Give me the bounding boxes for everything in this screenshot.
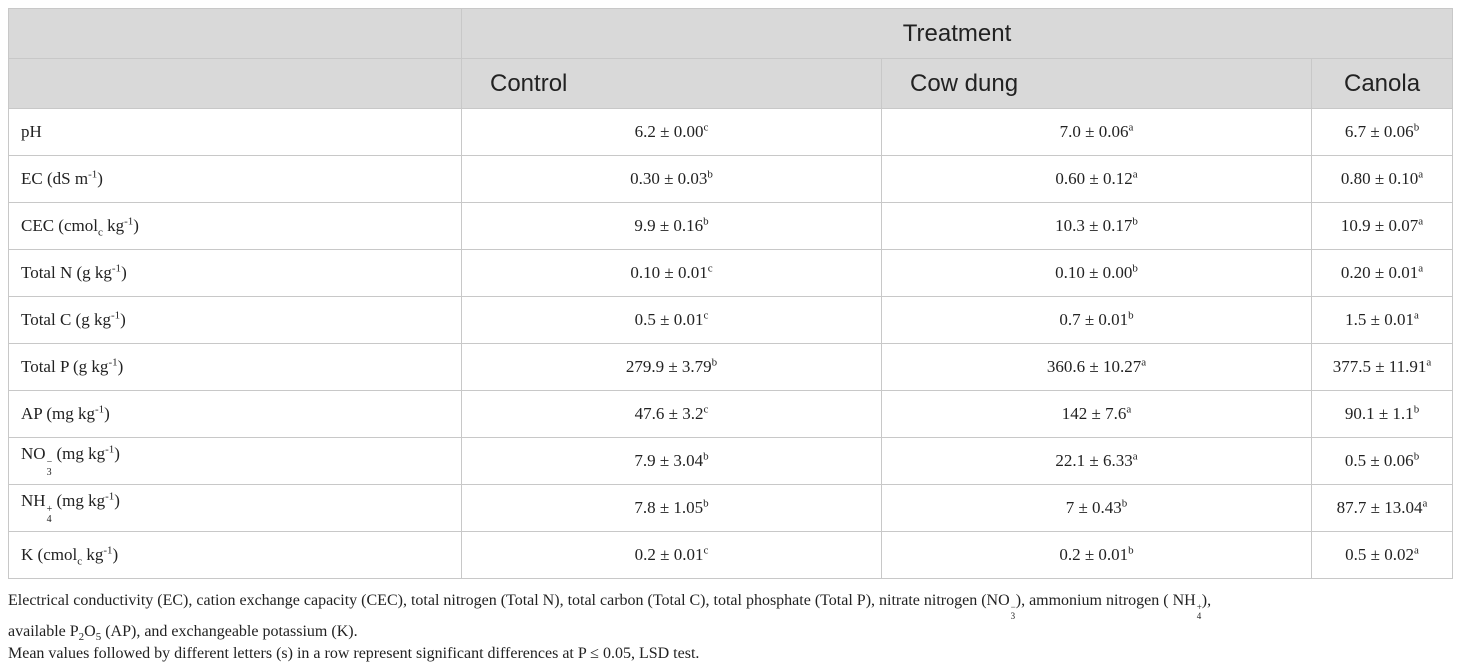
footnote-text-2c: (AP), and exchangeable potassium (K). [101,623,358,640]
cell-control: 47.6 ± 3.2c [461,390,882,438]
cell-cowdung: 360.6 ± 10.27a [881,343,1312,391]
table-row: Total N (g kg-1) 0.10 ± 0.01c 0.10 ± 0.00b… [8,249,1454,297]
table-row: pH 6.2 ± 0.00c 7.0 ± 0.06a 6.7 ± 0.06b [8,108,1454,156]
soil-properties-table: Treatment Control Cow dung Canola pH 6.2 … [8,8,1454,579]
footnote-abbreviations: Electrical conductivity (EC), cation exc… [8,590,1452,621]
footnote-text-2b: O [84,623,96,640]
cell-cowdung: 0.7 ± 0.01b [881,296,1312,344]
cell-control: 7.9 ± 3.04b [461,437,882,485]
row-label: K (cmolc kg-1) [8,531,462,579]
cell-control: 6.2 ± 0.00c [461,108,882,156]
ammonium-ion-notation: +4 [1196,602,1202,621]
cell-cowdung: 0.60 ± 0.12a [881,155,1312,203]
header-canola: Canola [1310,58,1454,109]
row-label: CEC (cmolc kg-1) [8,202,462,250]
cell-control: 0.2 ± 0.01c [461,531,882,579]
results-table-container: Treatment Control Cow dung Canola pH 6.2 … [8,8,1454,579]
cell-canola: 0.5 ± 0.06b [1310,437,1454,485]
cell-control: 0.30 ± 0.03b [461,155,882,203]
header-row-groups: Control Cow dung Canola [8,58,1454,109]
row-label: NH +4 (mg kg-1) [8,484,462,532]
table-body: pH 6.2 ± 0.00c 7.0 ± 0.06a 6.7 ± 0.06b EC (d… [8,108,1454,579]
cell-cowdung: 0.10 ± 0.00b [881,249,1312,297]
footnote-significance: Mean values followed by different letter… [8,645,700,662]
table-row: NO −3 (mg kg-1) 7.9 ± 3.04b 22.1 ± 6.33a 0.5… [8,437,1454,485]
cell-control: 7.8 ± 1.05b [461,484,882,532]
header-treatment: Treatment [460,8,1454,59]
row-label: Total N (g kg-1) [8,249,462,297]
row-label: EC (dS m-1) [8,155,462,203]
header-cowdung: Cow dung [881,58,1312,109]
header-row-treatment: Treatment [8,8,1454,59]
cell-cowdung: 10.3 ± 0.17b [881,202,1312,250]
cell-control: 9.9 ± 0.16b [461,202,882,250]
cell-canola: 6.7 ± 0.06b [1310,108,1454,156]
table-row: Total C (g kg-1) 0.5 ± 0.01c 0.7 ± 0.01b 1.… [8,296,1454,344]
cell-control: 279.9 ± 3.79b [461,343,882,391]
cell-cowdung: 0.2 ± 0.01b [881,531,1312,579]
cell-cowdung: 7.0 ± 0.06a [881,108,1312,156]
cell-cowdung: 142 ± 7.6a [881,390,1312,438]
table-row: NH +4 (mg kg-1) 7.8 ± 1.05b 7 ± 0.43b 87.7 ±… [8,484,1454,532]
nitrate-ion-notation: −3 [1010,602,1016,621]
row-label: NO −3 (mg kg-1) [8,437,462,485]
footnote-text-1b: ), ammonium nitrogen ( NH [1015,592,1196,609]
table-row: CEC (cmolc kg-1) 9.9 ± 0.16b 10.3 ± 0.17b 1… [8,202,1454,250]
footnote-abbreviations-cont: available P2O5 (AP), and exchangeable po… [8,623,358,644]
cell-canola: 10.9 ± 0.07a [1310,202,1454,250]
header-empty-cell [8,8,462,59]
table-row: AP (mg kg-1) 47.6 ± 3.2c 142 ± 7.6a 90.1 ± … [8,390,1454,438]
table-row: K (cmolc kg-1) 0.2 ± 0.01c 0.2 ± 0.01b 0.5 … [8,531,1454,579]
cell-canola: 0.80 ± 0.10a [1310,155,1454,203]
row-label: AP (mg kg-1) [8,390,462,438]
cell-cowdung: 22.1 ± 6.33a [881,437,1312,485]
cell-canola: 87.7 ± 13.04a [1310,484,1454,532]
footnote-text-2a: available P [8,623,79,640]
cell-cowdung: 7 ± 0.43b [881,484,1312,532]
table-row: EC (dS m-1) 0.30 ± 0.03b 0.60 ± 0.12a 0.80 … [8,155,1454,203]
cell-control: 0.10 ± 0.01c [461,249,882,297]
cell-control: 0.5 ± 0.01c [461,296,882,344]
row-label: Total C (g kg-1) [8,296,462,344]
footnote-text-1a: Electrical conductivity (EC), cation exc… [8,592,1010,609]
cell-canola: 0.20 ± 0.01a [1310,249,1454,297]
row-label: Total P (g kg-1) [8,343,462,391]
cell-canola: 1.5 ± 0.01a [1310,296,1454,344]
header-control: Control [461,58,882,109]
footnote-text-1c: ), [1201,592,1212,609]
table-footnotes: Electrical conductivity (EC), cation exc… [8,590,1452,665]
cell-canola: 90.1 ± 1.1b [1310,390,1454,438]
table-row: Total P (g kg-1) 279.9 ± 3.79b 360.6 ± 10.… [8,343,1454,391]
cell-canola: 377.5 ± 11.91a [1310,343,1454,391]
cell-canola: 0.5 ± 0.02a [1310,531,1454,579]
row-label: pH [8,108,462,156]
header-empty-cell-2 [8,58,462,109]
